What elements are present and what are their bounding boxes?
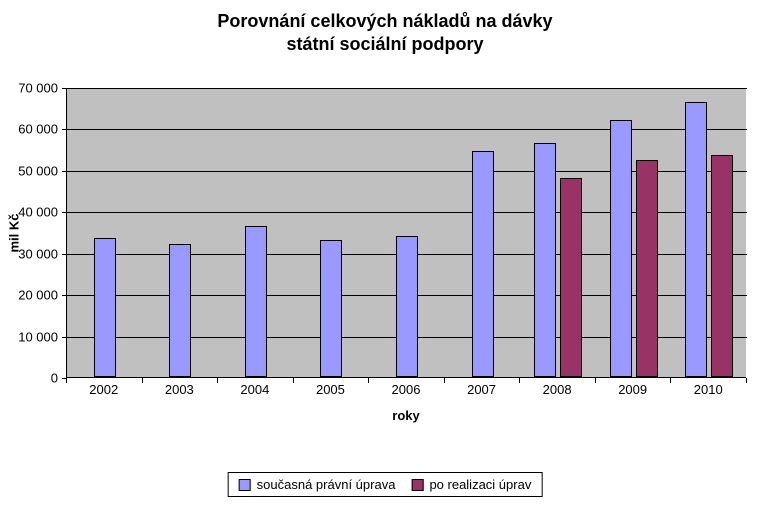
x-cat-tick <box>746 378 747 383</box>
legend: současná právní úprava po realizaci úprav <box>228 472 543 497</box>
x-cat-tick <box>293 378 294 383</box>
x-axis-title: roky <box>66 408 746 423</box>
y-tick-mark <box>62 254 67 255</box>
y-tick-mark <box>62 212 67 213</box>
y-tick-label: 70 000 <box>0 81 58 96</box>
y-tick-label: 20 000 <box>0 288 58 303</box>
legend-swatch <box>239 479 251 491</box>
x-cat-tick <box>142 378 143 383</box>
x-tick-label: 2009 <box>618 382 647 397</box>
x-tick-label: 2002 <box>89 382 118 397</box>
bar-současná-právní-úprava <box>396 236 418 377</box>
legend-item: současná právní úprava <box>239 477 396 492</box>
plot-area <box>66 88 746 378</box>
gridline <box>67 129 747 130</box>
bar-po-realizaci-úprav <box>636 160 658 378</box>
bar-současná-právní-úprava <box>169 244 191 377</box>
x-cat-tick <box>595 378 596 383</box>
y-tick-label: 30 000 <box>0 246 58 261</box>
legend-item: po realizaci úprav <box>411 477 531 492</box>
y-tick-label: 60 000 <box>0 122 58 137</box>
y-tick-mark <box>62 337 67 338</box>
x-cat-tick <box>444 378 445 383</box>
x-cat-tick <box>519 378 520 383</box>
legend-label: současná právní úprava <box>257 477 396 492</box>
chart-title: Porovnání celkových nákladů na dávky stá… <box>0 0 770 57</box>
bar-současná-právní-úprava <box>320 240 342 377</box>
bar-současná-právní-úprava <box>245 226 267 377</box>
bar-současná-právní-úprava <box>685 102 707 378</box>
y-tick-label: 10 000 <box>0 329 58 344</box>
bar-současná-právní-úprava <box>610 120 632 377</box>
bar-současná-právní-úprava <box>472 151 494 377</box>
x-cat-tick <box>217 378 218 383</box>
y-tick-mark <box>62 295 67 296</box>
x-tick-label: 2004 <box>240 382 269 397</box>
bar-po-realizaci-úprav <box>711 155 733 377</box>
legend-swatch <box>411 479 423 491</box>
gridline <box>67 88 747 89</box>
y-tick-mark <box>62 129 67 130</box>
x-tick-label: 2005 <box>316 382 345 397</box>
bar-po-realizaci-úprav <box>560 178 582 377</box>
legend-label: po realizaci úprav <box>429 477 531 492</box>
x-tick-label: 2007 <box>467 382 496 397</box>
bar-současná-právní-úprava <box>94 238 116 377</box>
y-tick-mark <box>62 171 67 172</box>
y-tick-label: 50 000 <box>0 163 58 178</box>
y-tick-label: 0 <box>0 371 58 386</box>
chart-container: Porovnání celkových nákladů na dávky stá… <box>0 0 770 511</box>
title-line-2: státní sociální podpory <box>286 34 483 54</box>
x-tick-label: 2006 <box>392 382 421 397</box>
title-line-1: Porovnání celkových nákladů na dávky <box>217 11 552 31</box>
x-cat-tick <box>66 378 67 383</box>
x-cat-tick <box>670 378 671 383</box>
y-tick-mark <box>62 88 67 89</box>
x-tick-label: 2008 <box>543 382 572 397</box>
x-tick-label: 2003 <box>165 382 194 397</box>
y-tick-label: 40 000 <box>0 205 58 220</box>
plot-wrap: mil Kč roky 010 00020 00030 00040 00050 … <box>66 88 746 408</box>
x-cat-tick <box>368 378 369 383</box>
x-tick-label: 2010 <box>694 382 723 397</box>
bar-současná-právní-úprava <box>534 143 556 377</box>
